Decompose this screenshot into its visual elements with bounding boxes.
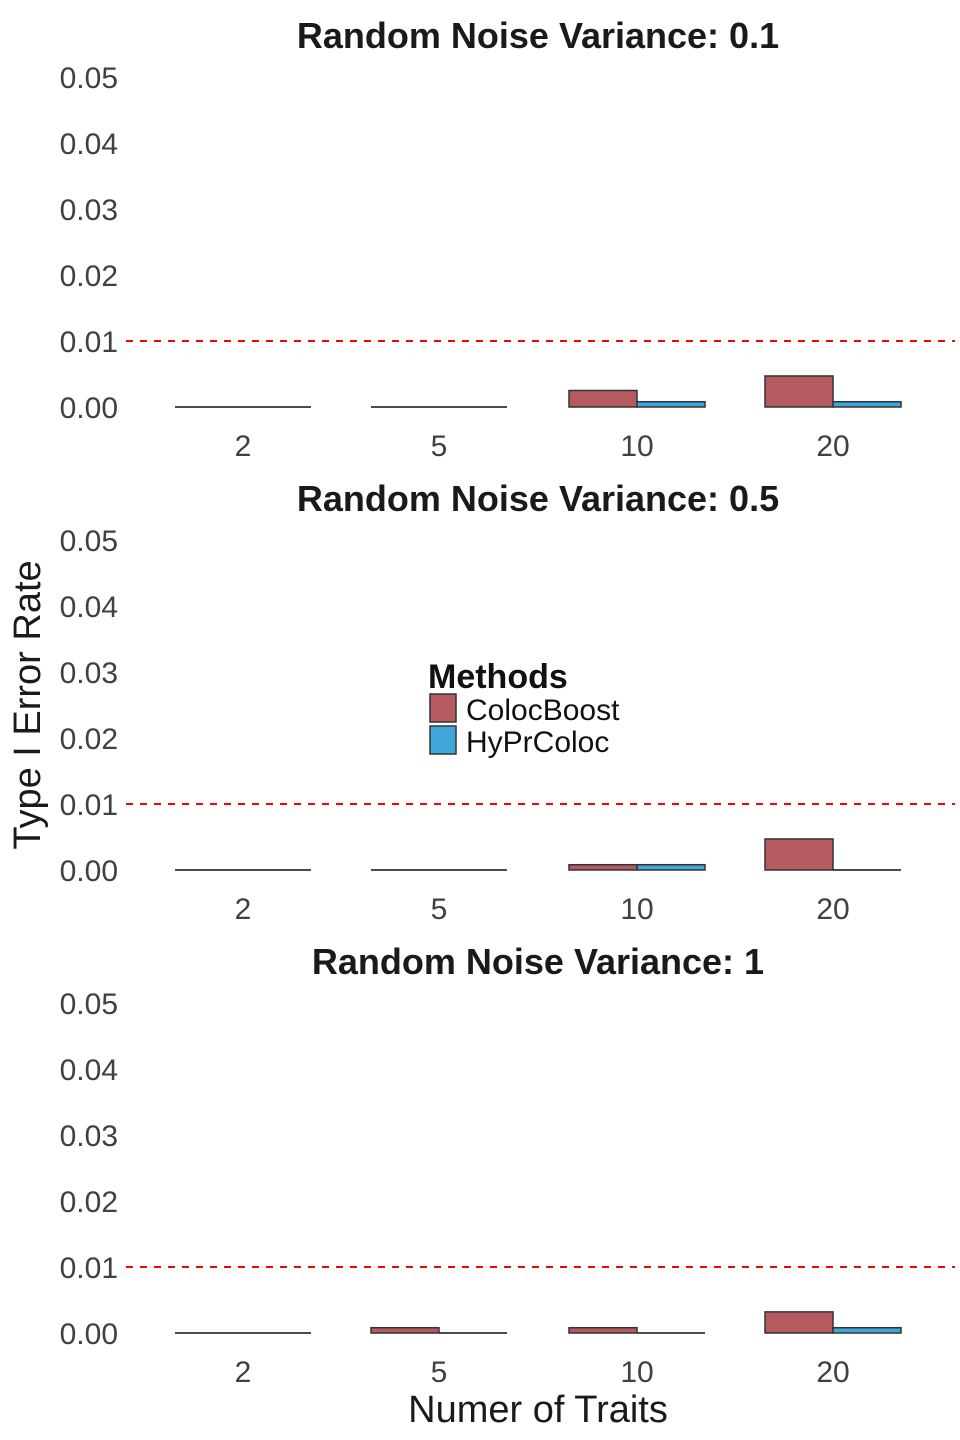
y-tick-label: 0.04 — [60, 128, 118, 161]
panel-title: Random Noise Variance: 1 — [312, 941, 764, 982]
x-tick-label: 10 — [620, 893, 653, 926]
legend: Methods ColocBoost HyPrColoc — [428, 658, 620, 759]
bar-hyprcoloc-20 — [832, 1326, 902, 1334]
y-tick-label: 0.01 — [60, 1252, 118, 1285]
y-tick-label: 0.03 — [60, 1120, 118, 1153]
x-axis-title: Numer of Traits — [408, 1389, 668, 1431]
x-tick-label: 10 — [620, 1356, 653, 1389]
y-tick-label: 0.02 — [60, 260, 118, 293]
legend-label-hyprcoloc: HyPrColoc — [466, 726, 609, 759]
y-tick-label: 0.03 — [60, 657, 118, 690]
legend-title: Methods — [428, 658, 568, 696]
bar-colocboost-20 — [764, 1311, 834, 1334]
panel-2: Random Noise Variance: 0.5 0.00 0.01 0.02 0.… — [60, 478, 955, 926]
bar-hyprcoloc-20 — [832, 400, 902, 408]
bar-colocboost-10 — [568, 1326, 638, 1334]
legend-swatch-hyprcoloc — [429, 725, 457, 755]
y-tick-label: 0.02 — [60, 1186, 118, 1219]
y-tick-label: 0.01 — [60, 326, 118, 359]
panel-title: Random Noise Variance: 0.5 — [297, 478, 779, 519]
bar-hyprcoloc-10 — [636, 400, 706, 408]
legend-swatch-colocboost — [429, 693, 457, 723]
y-tick-label: 0.00 — [60, 392, 118, 425]
x-tick-label: 2 — [235, 1356, 252, 1389]
y-tick-label: 0.04 — [60, 591, 118, 624]
x-tick-label: 2 — [235, 893, 252, 926]
bar-colocboost-20 — [764, 375, 834, 408]
y-tick-label: 0.05 — [60, 62, 118, 95]
x-tick-label: 20 — [816, 893, 849, 926]
x-tick-label: 20 — [816, 430, 849, 463]
bar-colocboost-5 — [370, 1326, 440, 1334]
bar-colocboost-10 — [568, 389, 638, 408]
bar-colocboost-20 — [764, 838, 834, 871]
y-tick-label: 0.00 — [60, 855, 118, 888]
legend-label-colocboost: ColocBoost — [466, 694, 620, 727]
y-tick-label: 0.04 — [60, 1054, 118, 1087]
x-tick-label: 10 — [620, 430, 653, 463]
chart-panels: Random Noise Variance: 0.1 0.00 0.01 0.02 0.… — [60, 15, 955, 1389]
bar-hyprcoloc-10 — [636, 863, 706, 871]
y-tick-label: 0.05 — [60, 525, 118, 558]
x-tick-label: 5 — [431, 430, 448, 463]
bar-colocboost-10 — [568, 863, 638, 871]
panel-3: Random Noise Variance: 1 0.00 0.01 0.02 0.03… — [60, 941, 955, 1389]
x-tick-label: 2 — [235, 430, 252, 463]
x-tick-label: 20 — [816, 1356, 849, 1389]
panel-1: Random Noise Variance: 0.1 0.00 0.01 0.02 0.… — [60, 15, 955, 463]
x-tick-label: 5 — [431, 893, 448, 926]
x-tick-label: 5 — [431, 1356, 448, 1389]
panel-title: Random Noise Variance: 0.1 — [297, 15, 779, 56]
y-tick-label: 0.01 — [60, 789, 118, 822]
y-tick-label: 0.03 — [60, 194, 118, 227]
y-tick-label: 0.02 — [60, 723, 118, 756]
y-axis-title: Type I Error Rate — [7, 560, 49, 849]
y-tick-label: 0.05 — [60, 988, 118, 1021]
y-tick-label: 0.00 — [60, 1318, 118, 1351]
